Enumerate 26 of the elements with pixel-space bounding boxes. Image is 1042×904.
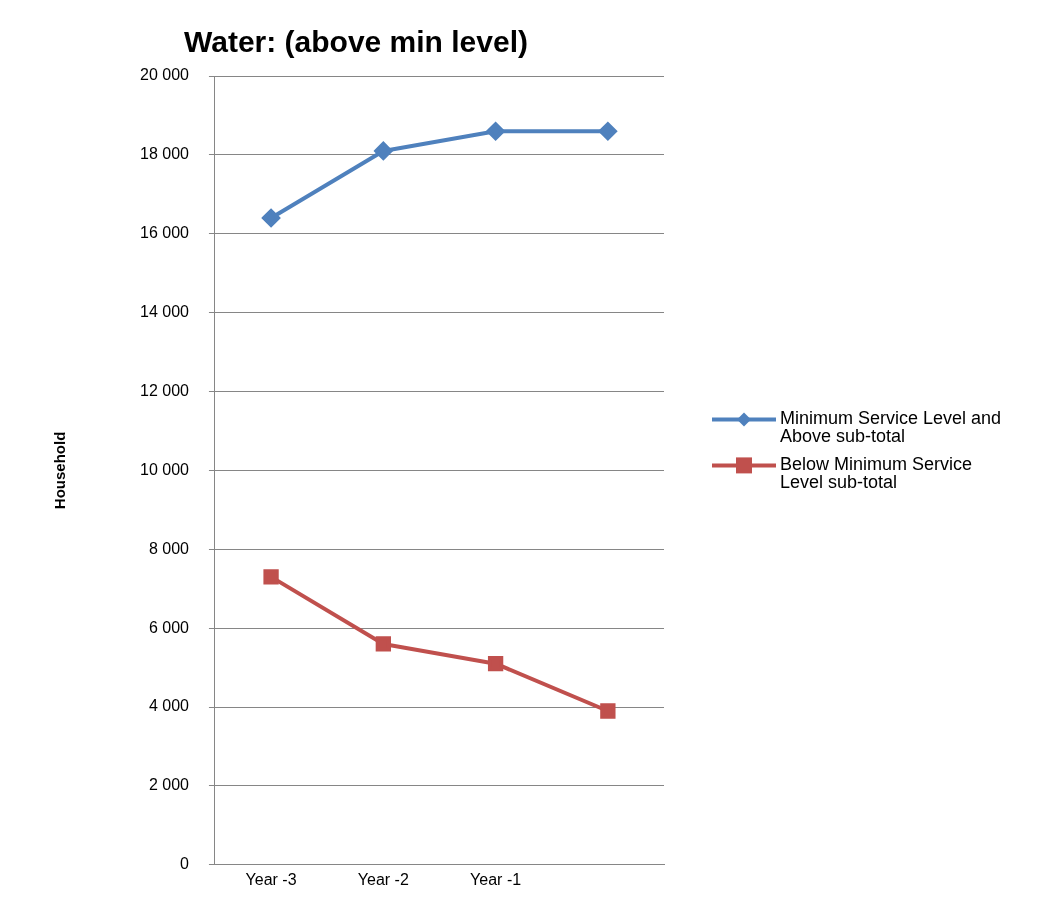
y-tick-label: 6 000 <box>148 618 190 636</box>
x-tick-label: Year -2 <box>357 870 409 888</box>
point <box>598 122 617 141</box>
y-tick-label: 8 000 <box>148 539 190 557</box>
x-tick-label: Year -1 <box>470 870 522 888</box>
x-tick-label: Year -3 <box>245 870 297 888</box>
legend-label: Minimum Service Level and Above sub-total <box>780 408 1002 447</box>
point <box>600 703 616 719</box>
y-tick-label: 2 000 <box>148 776 190 794</box>
y-tick-label: 14 000 <box>140 303 190 321</box>
point <box>487 656 504 672</box>
y-tick-label: 0 <box>180 855 190 873</box>
y-tick-label: 20 000 <box>140 66 190 84</box>
point <box>486 122 505 141</box>
point <box>263 569 279 585</box>
point <box>262 208 281 227</box>
y-tick-label: 4 000 <box>148 697 190 715</box>
y-tick-label: 12 000 <box>140 381 190 399</box>
chart-title: Water: (above min level) <box>184 25 528 59</box>
y-tick-label: 16 000 <box>140 224 190 242</box>
point <box>374 141 393 160</box>
legend-label: Below Minimum Service Level sub-total <box>780 454 973 493</box>
y-axis-title: Household <box>51 431 69 510</box>
y-tick-label: 18 000 <box>140 145 190 163</box>
y-tick-label: 10 000 <box>140 460 190 478</box>
point <box>375 636 391 652</box>
